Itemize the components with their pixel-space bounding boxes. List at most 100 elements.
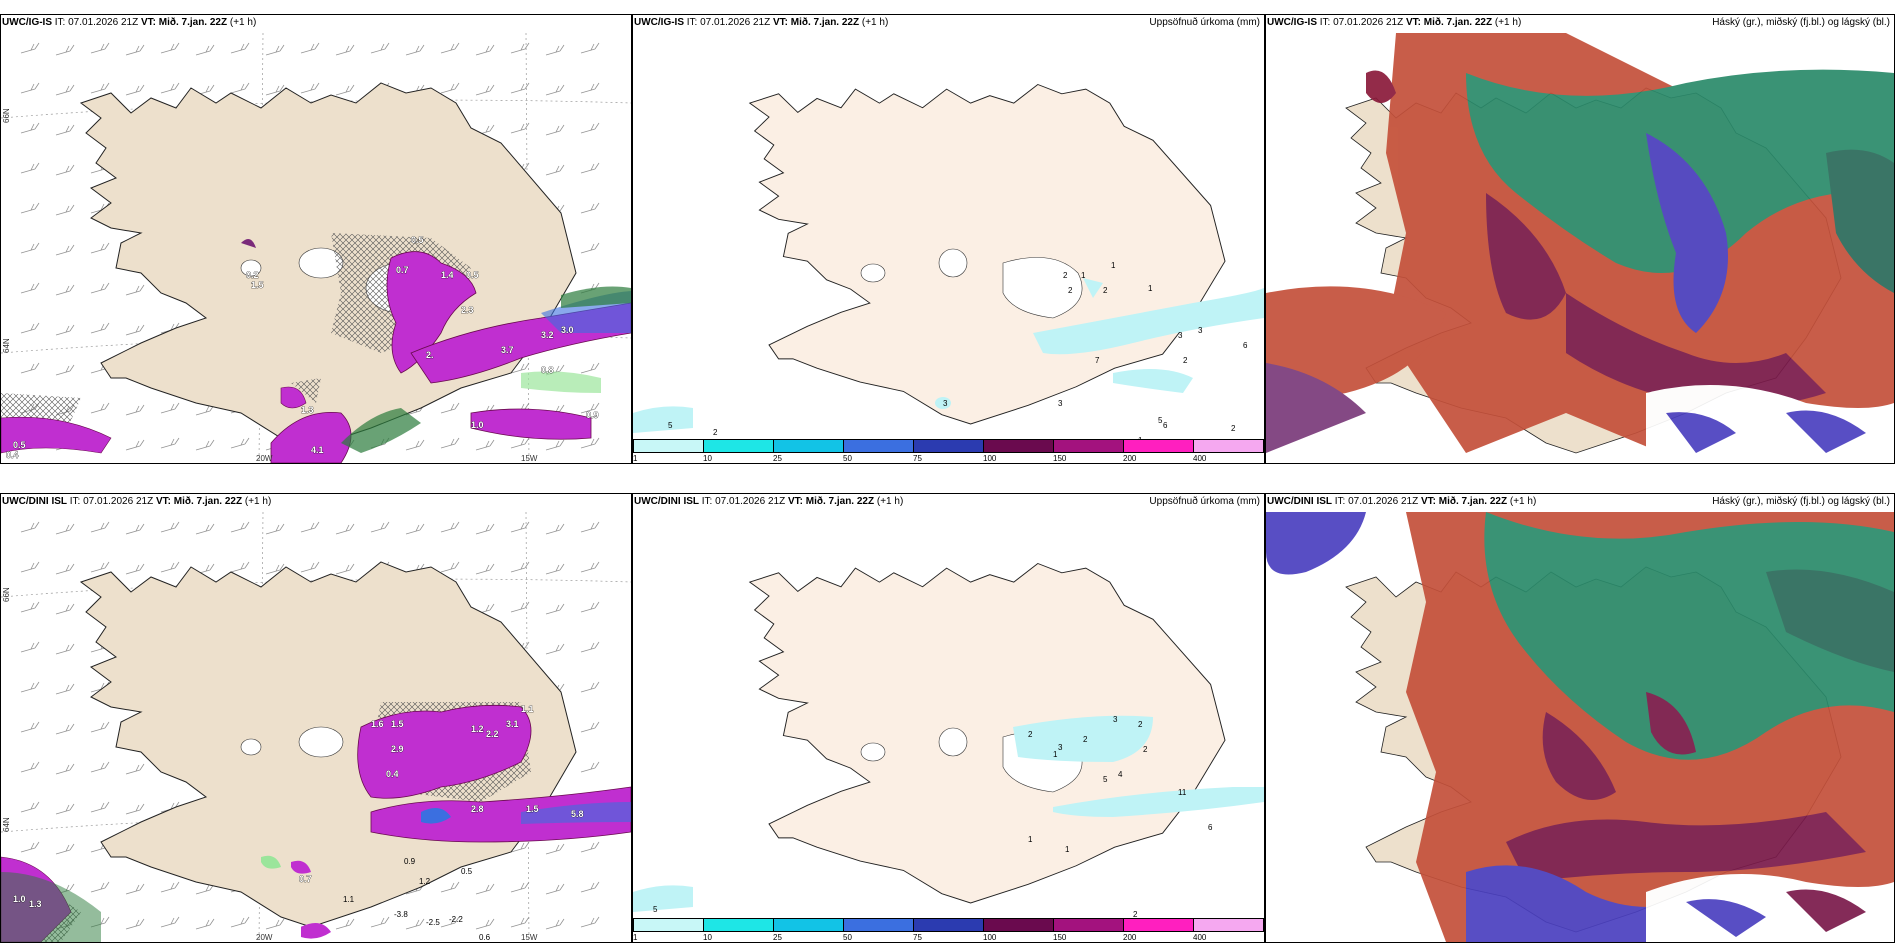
map-svg[interactable]: 2 1 1 2 1 3 3 2 6 7 5 3 3 6 2 2 5 2 1	[633, 33, 1264, 441]
cbar-swatch	[633, 918, 704, 932]
init-time: 07.01.2026 21Z	[1348, 496, 1419, 507]
cbar-swatch	[1053, 439, 1124, 453]
svg-text:3.7: 3.7	[501, 345, 514, 355]
svg-text:0.7: 0.7	[396, 265, 409, 275]
svg-text:20W: 20W	[256, 933, 273, 942]
valid-time: Mið. 7.jan. 22Z	[1423, 17, 1493, 28]
svg-text:2: 2	[1083, 735, 1088, 744]
panel-title: Háský (gr.), miðský (fj.bl.) og lágský (…	[1712, 17, 1890, 28]
panel-title: Uppsöfnuð úrkoma (mm)	[1149, 17, 1260, 28]
cbar-swatch	[633, 439, 704, 453]
svg-text:20W: 20W	[256, 454, 273, 463]
svg-text:2: 2	[1028, 730, 1033, 739]
lead-offset: (+1 h)	[1509, 496, 1537, 507]
svg-text:6: 6	[1208, 823, 1213, 832]
svg-text:1.2: 1.2	[419, 877, 431, 886]
svg-text:1.5: 1.5	[391, 719, 404, 729]
lead-offset: (+1 h)	[229, 17, 257, 28]
cbar-swatch	[983, 918, 1054, 932]
svg-text:0.4: 0.4	[6, 450, 19, 460]
panel-title: Háský (gr.), miðský (fj.bl.) og lágský (…	[1712, 496, 1890, 507]
valid-time: Mið. 7.jan. 22Z	[173, 496, 243, 507]
svg-text:6: 6	[1243, 341, 1248, 350]
panel-header: UWC/DINI ISL IT: 07.01.2026 21Z VT: Mið.…	[2, 496, 272, 507]
cbar-swatch	[1193, 439, 1264, 453]
map-area[interactable]: 2 3 2 3 2 2 1 5 4 11 6 5 1 1 2	[633, 512, 1264, 920]
svg-text:4.1: 4.1	[311, 445, 324, 455]
lead-offset: (+1 h)	[1494, 17, 1522, 28]
svg-text:3.0: 3.0	[561, 325, 574, 335]
map-area[interactable]	[1266, 512, 1894, 942]
map-svg[interactable]: 0.5 0.7 1.4 0.5 2.3 2. 3.7 3.2 3.0 0.8 1…	[1, 33, 631, 463]
panel-title: Uppsöfnuð úrkoma (mm)	[1149, 496, 1260, 507]
model-name: UWC/DINI ISL	[634, 496, 699, 507]
svg-text:0.4: 0.4	[386, 769, 399, 779]
model-name: UWC/DINI ISL	[1267, 496, 1332, 507]
cloud-field	[1266, 512, 1894, 942]
svg-text:3: 3	[1198, 326, 1203, 335]
map-svg[interactable]: 2 3 2 3 2 2 1 5 4 11 6 5 1 1 2	[633, 512, 1264, 920]
cbar-swatch	[1123, 439, 1194, 453]
map-svg[interactable]	[1266, 33, 1894, 463]
map-area[interactable]: 2 1 1 2 1 3 3 2 6 7 5 3 3 6 2 2 5 2 1	[633, 33, 1264, 441]
panel-igis-clouds: UWC/IG-IS IT: 07.01.2026 21Z VT: Mið. 7.…	[1265, 14, 1895, 464]
svg-text:3.1: 3.1	[506, 719, 519, 729]
svg-text:2.9: 2.9	[391, 744, 404, 754]
map-svg[interactable]	[1266, 512, 1894, 942]
svg-text:1: 1	[1028, 835, 1033, 844]
valid-time: Mið. 7.jan. 22Z	[158, 17, 228, 28]
map-area[interactable]	[1266, 33, 1894, 463]
cbar-swatch	[913, 918, 984, 932]
svg-text:15W: 15W	[521, 933, 538, 942]
svg-text:-3.8: -3.8	[394, 910, 408, 919]
svg-text:5: 5	[653, 905, 658, 914]
svg-text:-2.2: -2.2	[449, 915, 463, 924]
panel-dini-accum-precip: UWC/DINI ISL IT: 07.01.2026 21Z VT: Mið.…	[632, 493, 1265, 943]
panel-header: UWC/DINI ISL IT: 07.01.2026 21Z VT: Mið.…	[1267, 496, 1537, 507]
svg-text:1.0: 1.0	[471, 420, 484, 430]
map-area[interactable]: 0.5 0.7 1.4 0.5 2.3 2. 3.7 3.2 3.0 0.8 1…	[1, 33, 631, 463]
svg-text:0.6: 0.6	[479, 933, 491, 942]
panel-dini-clouds: UWC/DINI ISL IT: 07.01.2026 21Z VT: Mið.…	[1265, 493, 1895, 943]
panel-igis-accum-precip: UWC/IG-IS IT: 07.01.2026 21Z VT: Mið. 7.…	[632, 14, 1265, 464]
svg-text:2: 2	[1143, 745, 1148, 754]
svg-text:3: 3	[1178, 331, 1183, 340]
model-name: UWC/IG-IS	[634, 17, 684, 28]
svg-text:1.5: 1.5	[526, 804, 539, 814]
precip-values: 0.5 0.7 1.4 0.5 2.3 2. 3.7 3.2 3.0 0.8 1…	[6, 235, 599, 461]
precip-colorbar: 1 10 25 50 75 100 150 200 400	[633, 918, 1264, 942]
svg-text:0.2: 0.2	[246, 270, 259, 280]
svg-text:2: 2	[1068, 286, 1073, 295]
init-time: 07.01.2026 21Z	[83, 496, 154, 507]
panel-igis-wind-precip: UWC/IG-IS IT: 07.01.2026 21Z VT: Mið. 7.…	[0, 14, 632, 464]
svg-text:2: 2	[1103, 286, 1108, 295]
init-time: 07.01.2026 21Z	[700, 17, 771, 28]
lead-offset: (+1 h)	[876, 496, 904, 507]
cbar-swatch	[913, 439, 984, 453]
lead-offset: (+1 h)	[244, 496, 272, 507]
svg-text:1: 1	[1081, 271, 1086, 280]
valid-time: Mið. 7.jan. 22Z	[1438, 496, 1508, 507]
init-time: 07.01.2026 21Z	[715, 496, 786, 507]
panel-header: UWC/IG-IS IT: 07.01.2026 21Z VT: Mið. 7.…	[634, 17, 889, 28]
svg-text:5: 5	[668, 421, 673, 430]
cbar-swatch	[1193, 918, 1264, 932]
map-svg[interactable]: 1.6 2.9 1.5 1.2 2.2 3.1 1.1 0.4 2.8 1.5 …	[1, 512, 631, 942]
valid-time: Mið. 7.jan. 22Z	[790, 17, 860, 28]
svg-text:15W: 15W	[521, 454, 538, 463]
panel-header: UWC/IG-IS IT: 07.01.2026 21Z VT: Mið. 7.…	[2, 17, 257, 28]
cbar-swatch	[773, 439, 844, 453]
svg-text:0.7: 0.7	[299, 874, 312, 884]
svg-text:2.2: 2.2	[486, 729, 499, 739]
svg-text:0.5: 0.5	[411, 235, 424, 245]
svg-text:2.3: 2.3	[461, 305, 474, 315]
svg-text:3: 3	[1058, 743, 1063, 752]
svg-text:1.1: 1.1	[343, 895, 355, 904]
precip-values: 1.6 2.9 1.5 1.2 2.2 3.1 1.1 0.4 2.8 1.5 …	[13, 704, 584, 942]
svg-text:3: 3	[1058, 399, 1063, 408]
iceland-land	[749, 563, 1226, 904]
init-time: 07.01.2026 21Z	[1333, 17, 1404, 28]
precip-colorbar: 1 10 25 50 75 100 150 200 400	[633, 439, 1264, 463]
map-area[interactable]: 1.6 2.9 1.5 1.2 2.2 3.1 1.1 0.4 2.8 1.5 …	[1, 512, 631, 942]
svg-text:0.9: 0.9	[586, 410, 599, 420]
